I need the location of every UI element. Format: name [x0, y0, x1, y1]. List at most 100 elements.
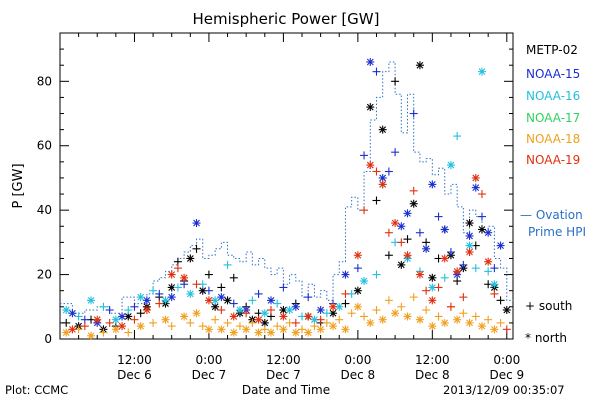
data-point-noaa-18 [217, 325, 226, 334]
data-point-noaa-18 [347, 309, 356, 318]
data-point-noaa-19 [422, 286, 431, 295]
data-point-noaa-19 [415, 270, 424, 279]
data-point-noaa-18 [180, 312, 189, 321]
data-point-noaa-18 [335, 315, 344, 324]
legend-metp-02: METP-02 [526, 43, 578, 57]
data-point-metp-02 [229, 273, 238, 282]
data-point-noaa-15 [316, 306, 325, 315]
data-point-noaa-15 [403, 209, 412, 218]
data-point-noaa-16 [124, 306, 133, 315]
data-point-noaa-15 [366, 57, 375, 66]
data-point-noaa-19 [502, 325, 511, 334]
data-point-noaa-15 [304, 293, 313, 302]
data-point-metp-02 [217, 283, 226, 292]
data-point-noaa-18 [279, 325, 288, 334]
data-point-noaa-18 [298, 325, 307, 334]
data-point-noaa-15 [142, 296, 151, 305]
data-point-noaa-19 [341, 289, 350, 298]
data-point-noaa-15 [167, 293, 176, 302]
data-point-noaa-19 [378, 180, 387, 189]
data-point-noaa-19 [142, 306, 151, 315]
x-tick-time-label: 0:00 [195, 353, 222, 367]
data-point-noaa-18 [322, 318, 331, 327]
data-point-noaa-18 [235, 322, 244, 331]
x-tick-time-label: 12:00 [266, 353, 301, 367]
data-point-noaa-16 [471, 264, 480, 273]
data-point-noaa-19 [242, 309, 251, 318]
data-point-noaa-19 [366, 161, 375, 170]
data-point-noaa-19 [428, 296, 437, 305]
data-point-metp-02 [397, 260, 406, 269]
data-point-noaa-19 [353, 251, 362, 260]
data-point-noaa-15 [68, 309, 77, 318]
data-point-noaa-15 [204, 286, 213, 295]
data-point-noaa-18 [471, 312, 480, 321]
south-marker-legend: + south [525, 299, 572, 313]
data-point-noaa-18 [198, 322, 207, 331]
data-point-metp-02 [384, 251, 393, 260]
data-point-metp-02 [502, 306, 511, 315]
data-point-noaa-18 [192, 309, 201, 318]
data-point-noaa-18 [490, 325, 499, 334]
legend-noaa-17: NOAA-17 [526, 111, 581, 125]
data-point-noaa-15 [446, 248, 455, 257]
data-point-noaa-15 [459, 260, 468, 269]
data-point-metp-02 [341, 299, 350, 308]
data-point-noaa-19 [254, 315, 263, 324]
data-point-noaa-16 [285, 306, 294, 315]
data-point-metp-02 [353, 286, 362, 295]
data-point-noaa-15 [415, 228, 424, 237]
data-point-noaa-18 [422, 306, 431, 315]
data-point-noaa-15 [384, 167, 393, 176]
data-point-noaa-19 [360, 206, 369, 215]
data-point-noaa-18 [211, 315, 220, 324]
x-tick-date-label: Dec 8 [341, 368, 376, 382]
data-point-noaa-15 [440, 225, 449, 234]
data-point-noaa-16 [372, 270, 381, 279]
data-point-noaa-18 [186, 318, 195, 327]
data-point-noaa-18 [360, 312, 369, 321]
data-point-metp-02 [62, 318, 71, 327]
satellite-data-points [62, 57, 511, 340]
y-tick-label: 20 [37, 268, 52, 282]
data-point-noaa-15 [428, 180, 437, 189]
data-point-noaa-16 [111, 315, 120, 324]
data-point-noaa-18 [403, 312, 412, 321]
x-tick-date-label: Dec 7 [266, 368, 301, 382]
data-point-noaa-19 [440, 254, 449, 263]
data-point-noaa-15 [471, 183, 480, 192]
x-axis-label: Date and Time [242, 383, 330, 397]
data-point-noaa-19 [459, 293, 468, 302]
data-point-noaa-15 [192, 219, 201, 228]
data-point-noaa-19 [397, 238, 406, 247]
data-point-noaa-15 [391, 148, 400, 157]
data-point-noaa-18 [366, 318, 375, 327]
data-point-noaa-19 [384, 228, 393, 237]
data-point-noaa-16 [322, 309, 331, 318]
data-point-noaa-16 [149, 286, 158, 295]
data-point-noaa-16 [235, 306, 244, 315]
data-point-noaa-15 [266, 296, 275, 305]
data-point-noaa-15 [217, 293, 226, 302]
data-point-noaa-15 [490, 264, 499, 273]
x-tick-date-label: Dec 7 [192, 368, 227, 382]
data-point-noaa-16 [440, 273, 449, 282]
data-point-noaa-18 [484, 315, 493, 324]
data-point-noaa-19 [105, 318, 114, 327]
data-point-metp-02 [465, 219, 474, 228]
y-axis-label: P [GW] [11, 163, 26, 208]
data-point-noaa-16 [484, 267, 493, 276]
data-point-metp-02 [403, 235, 412, 244]
data-point-noaa-18 [459, 309, 468, 318]
data-point-noaa-18 [384, 296, 393, 305]
data-point-noaa-18 [372, 306, 381, 315]
data-point-noaa-16 [260, 309, 269, 318]
data-point-metp-02 [496, 296, 505, 305]
data-point-noaa-19 [118, 322, 127, 331]
data-point-noaa-18 [304, 328, 313, 337]
y-axis-ticks: 0 20 40 60 80 [37, 32, 513, 346]
data-point-noaa-19 [453, 267, 462, 276]
ovation-step-line [60, 61, 513, 314]
data-point-noaa-18 [248, 318, 257, 327]
